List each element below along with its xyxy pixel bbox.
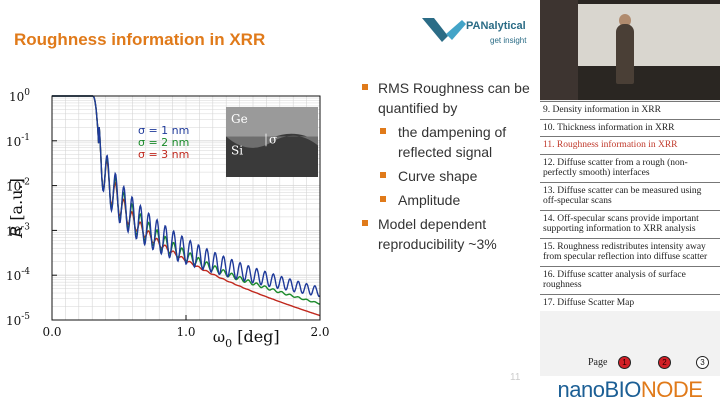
x-axis-label-part: ω xyxy=(213,328,225,346)
toc-item[interactable]: 15. Roughness redistributes intensity aw… xyxy=(540,237,720,266)
x-tick-label: 1.0 xyxy=(176,325,195,339)
legend-entry: σ = 1 nm xyxy=(138,124,189,137)
y-tick-label: 100 xyxy=(9,88,30,104)
series-line xyxy=(52,95,321,298)
y-tick-label: 10-1 xyxy=(6,133,30,149)
y-tick-base: 10 xyxy=(9,90,24,104)
logo-name: PANalytical xyxy=(466,20,526,32)
table-of-contents: 9. Density information in XRR 10. Thickne… xyxy=(540,101,720,311)
pager: Page 1 2 3 xyxy=(540,352,720,374)
pager-label: Page xyxy=(588,357,608,368)
toc-item[interactable]: 16. Diffuse scatter analysis of surface … xyxy=(540,265,720,294)
toc-item[interactable]: 14. Off-specular scans provide important… xyxy=(540,209,720,238)
toc-item[interactable]: 9. Density information in XRR xyxy=(540,101,720,119)
x-axis-label-part: [deg] xyxy=(232,327,280,346)
inset-si-label: Si xyxy=(231,144,243,158)
y-tick-exponent: -2 xyxy=(21,178,30,188)
y-tick-label: 10-4 xyxy=(6,267,30,283)
brand-part-2: NODE xyxy=(640,377,703,402)
presenter-video xyxy=(540,0,720,100)
y-tick-exponent: -1 xyxy=(21,133,30,143)
y-axis-label-part: [a.u.] xyxy=(7,178,26,226)
inset-ge-label: Ge xyxy=(231,112,248,126)
bullet-item: Curve shape xyxy=(360,166,535,186)
legend-entry: σ = 3 nm xyxy=(138,148,189,161)
x-tick-label: 0.0 xyxy=(42,325,61,339)
bullet-item: the dampening of reflected signal xyxy=(360,122,535,162)
y-axis-label: R [a.u.] xyxy=(7,178,26,239)
y-tick-base: 10 xyxy=(6,314,21,328)
y-tick-base: 10 xyxy=(6,224,21,238)
y-tick-label: 10-3 xyxy=(6,222,30,238)
page-button-2[interactable]: 2 xyxy=(658,356,671,369)
inset-interface xyxy=(226,135,318,148)
y-tick-base: 10 xyxy=(6,269,21,283)
toc-item[interactable]: 10. Thickness information in XRR xyxy=(540,118,720,136)
bullet-item: Amplitude xyxy=(360,190,535,210)
bullet-list: RMS Roughness can be quantified by the da… xyxy=(360,78,535,258)
toc-item[interactable]: 11. Roughness information in XRR xyxy=(540,136,720,154)
y-tick-base: 10 xyxy=(6,180,21,194)
bullet-item: Model dependent reproducibility ~3% xyxy=(360,214,535,254)
panalytical-logo: PANalytical get insight xyxy=(418,14,536,54)
y-tick-exponent: -5 xyxy=(21,312,30,322)
page-button-3[interactable]: 3 xyxy=(696,356,709,369)
sidebar: 9. Density information in XRR 10. Thickne… xyxy=(540,0,720,404)
y-tick-exponent: -4 xyxy=(21,267,30,277)
page-button-1[interactable]: 1 xyxy=(618,356,631,369)
y-tick-label: 10-5 xyxy=(6,312,30,328)
x-tick-label: 2.0 xyxy=(310,325,329,339)
y-tick-base: 10 xyxy=(6,135,21,149)
x-axis-label: ω0 [deg] xyxy=(213,327,280,350)
inset-ge-layer xyxy=(226,107,318,137)
inset-sigma-label: σ xyxy=(269,132,277,146)
toc-item[interactable]: 12. Diffuse scatter from a rough (non-pe… xyxy=(540,153,720,182)
bullet-item: RMS Roughness can be quantified by xyxy=(360,78,535,118)
brand-part-1: nanoBIO xyxy=(557,377,642,402)
y-tick-exponent: 0 xyxy=(24,88,30,98)
slide: Roughness information in XRR PANalytical… xyxy=(0,0,540,404)
nanobionode-logo: nanoBIONODE xyxy=(540,376,720,404)
logo-tagline: get insight xyxy=(490,36,527,45)
legend-entry: σ = 2 nm xyxy=(138,136,189,149)
y-tick-exponent: -3 xyxy=(21,222,30,232)
logo-mark-icon xyxy=(422,18,466,42)
slide-title: Roughness information in XRR xyxy=(14,30,266,49)
x-axis-label-part: 0 xyxy=(225,337,232,350)
y-tick-label: 10-2 xyxy=(6,178,30,194)
toc-item[interactable]: 17. Diffuse Scatter Map xyxy=(540,293,720,311)
toc-item[interactable]: 13. Diffuse scatter can be measured usin… xyxy=(540,181,720,210)
slide-number: 11 xyxy=(510,372,521,383)
y-axis-label-part: R xyxy=(7,226,26,239)
